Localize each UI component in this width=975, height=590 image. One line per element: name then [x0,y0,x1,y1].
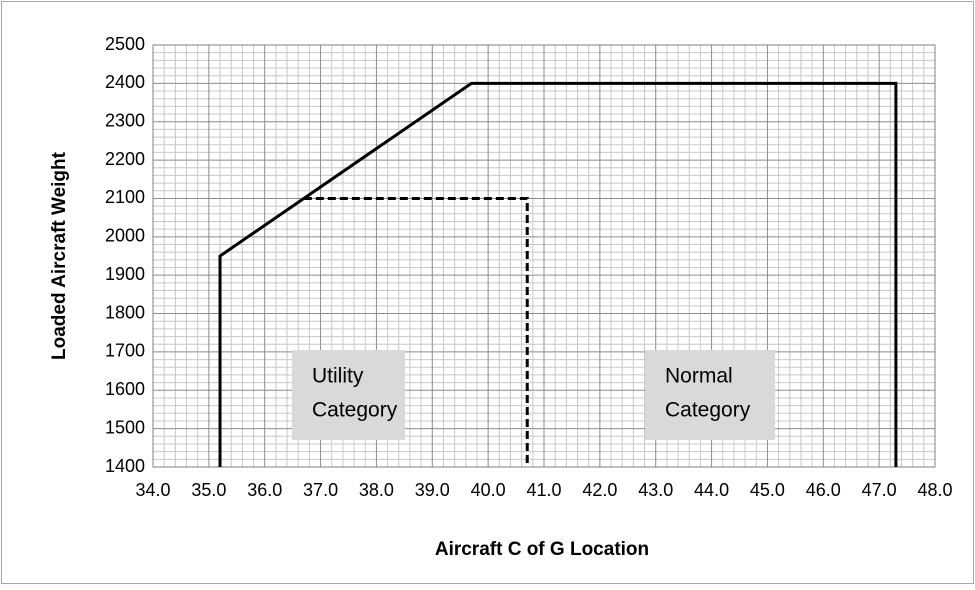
annotation-text: Category [312,399,398,422]
annotation-box [645,350,775,440]
x-tick-label: 34.0 [135,480,170,500]
x-tick-label: 37.0 [303,480,338,500]
y-axis-label: Loaded Aircraft Weight [49,151,70,360]
x-tick-label: 44.0 [694,480,729,500]
y-tick-label: 1900 [105,264,145,284]
y-tick-label: 2200 [105,149,145,169]
x-axis-label: Aircraft C of G Location [435,539,649,560]
series-line [218,81,898,467]
x-tick-label: 38.0 [359,480,394,500]
x-tick-label: 39.0 [415,480,450,500]
annotation-text: Normal [665,365,733,388]
x-tick-label: 45.0 [750,480,785,500]
series-line [303,196,529,467]
x-tick-label: 40.0 [471,480,506,500]
y-tick-label: 2300 [105,110,145,130]
x-tick-label: 48.0 [917,480,952,500]
y-tick-label: 2000 [105,226,145,246]
x-tick-label: 47.0 [862,480,897,500]
y-tick-label: 1400 [105,456,145,476]
x-tick-label: 35.0 [191,480,226,500]
plot-border [152,44,936,468]
y-tick-label: 2100 [105,187,145,207]
y-tick-label: 1800 [105,302,145,322]
y-tick-label: 1700 [105,341,145,361]
x-tick-label: 41.0 [526,480,561,500]
y-tick-label: 2500 [105,34,145,54]
y-tick-label: 2400 [105,72,145,92]
y-tick-label: 1600 [105,379,145,399]
x-tick-label: 42.0 [582,480,617,500]
x-tick-label: 46.0 [806,480,841,500]
x-tick-label: 36.0 [247,480,282,500]
annotation-box [292,350,405,440]
annotation-text: Utility [312,365,364,388]
annotation-text: Category [665,399,751,422]
y-tick-label: 1500 [105,417,145,437]
x-tick-label: 43.0 [638,480,673,500]
